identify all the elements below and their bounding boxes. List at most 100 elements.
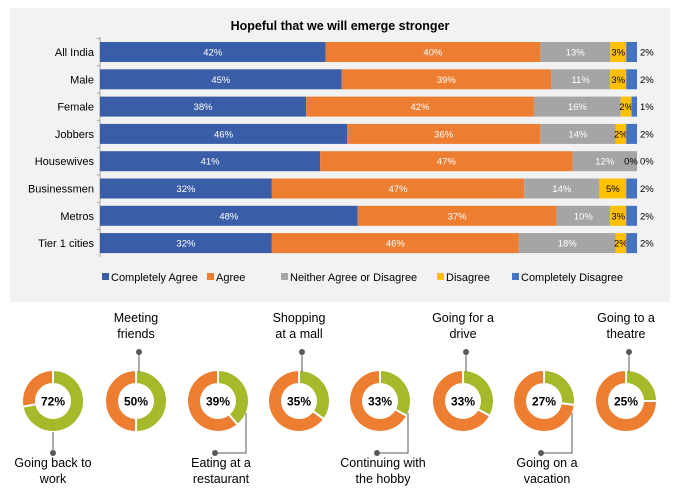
data-label: 40%	[423, 48, 443, 59]
donut-value-segment	[543, 368, 576, 407]
data-label: 37%	[448, 211, 468, 222]
data-label: 2%	[640, 184, 654, 195]
bar-segment	[357, 205, 557, 226]
legend-swatch	[102, 273, 109, 280]
bar-segment	[626, 205, 637, 226]
data-label: 32%	[176, 184, 196, 195]
bar-segment	[271, 233, 519, 254]
donut-3: 35% Shopping at a mall	[267, 311, 331, 433]
bar-segment	[626, 123, 637, 144]
donut-value-segment	[135, 368, 168, 434]
donut-value-label: 50%	[124, 395, 148, 409]
bar-segment	[341, 69, 552, 90]
data-label: 45%	[211, 75, 231, 86]
bar-segment	[615, 123, 627, 144]
bar-segment	[615, 233, 627, 254]
data-label: 3%	[611, 211, 625, 222]
leader-dot	[626, 349, 632, 355]
bar-segment	[518, 233, 616, 254]
bar-segment	[540, 42, 611, 62]
donut-6: 27% Going on a vacation	[512, 368, 578, 486]
donut-remainder-segment	[594, 368, 659, 433]
donut-category-label: Shopping at a mall	[273, 311, 326, 341]
category-label: Female	[57, 102, 94, 114]
bar-segment	[610, 205, 627, 226]
donut-value-label: 39%	[206, 395, 230, 409]
data-label: 1%	[640, 102, 654, 113]
donut-value-segment	[379, 368, 412, 418]
data-label: 38%	[194, 102, 214, 113]
data-label: 39%	[437, 75, 457, 86]
legend-swatch	[512, 273, 519, 280]
donut-category-label: Eating at a restaurant	[191, 456, 251, 486]
donut-category-label: Going for a drive	[432, 311, 494, 341]
legend-label: Completely Agree	[111, 272, 198, 284]
bar-segment	[100, 123, 348, 144]
data-label: 47%	[389, 184, 409, 195]
legend-label: Agree	[216, 272, 245, 284]
data-label: 2%	[640, 129, 654, 140]
donut-value-segment	[298, 368, 331, 421]
donut-value-segment	[462, 368, 495, 418]
bar-segment	[626, 69, 637, 90]
data-label: 0%	[624, 157, 638, 168]
data-label: 16%	[568, 102, 588, 113]
data-label: 0%	[640, 157, 654, 168]
donut-value-label: 33%	[368, 395, 392, 409]
leader-dot	[299, 349, 305, 355]
bar-segment	[626, 42, 637, 62]
bar-segment	[631, 96, 637, 117]
donut-value-label: 35%	[287, 395, 311, 409]
donut-value-label: 33%	[451, 395, 475, 409]
donut-remainder-segment	[431, 368, 492, 433]
leader-dot	[538, 450, 544, 456]
bar-segment	[610, 69, 627, 90]
donut-category-label: Going to a theatre	[597, 311, 655, 341]
data-label: 2%	[614, 239, 628, 250]
data-label: 18%	[558, 239, 578, 250]
data-label: 12%	[595, 157, 615, 168]
bar-segment	[100, 96, 307, 117]
bar-chart: All India 42% 40% 13% 3% 2% Male 45% 39% 11% 3% 2% F…	[28, 37, 654, 257]
donut-2: 39% Eating at a restaurant	[186, 368, 251, 486]
legend-label: Neither Agree or Disagree	[290, 272, 417, 284]
bar-segment	[271, 178, 525, 199]
bar-segment	[551, 69, 611, 90]
bar-segment	[599, 178, 627, 199]
donut-1: 50% Meeting friends	[104, 311, 168, 434]
data-label: 47%	[437, 157, 457, 168]
category-label: Metros	[60, 211, 94, 223]
legend-label: Disagree	[446, 272, 490, 284]
data-label: 42%	[411, 102, 431, 113]
legend-swatch	[281, 273, 288, 280]
donut-category-label: Continuing with the hobby	[340, 456, 426, 486]
bar-segment	[320, 151, 573, 172]
data-label: 2%	[640, 211, 654, 222]
bar-segment	[100, 178, 272, 199]
bar-segment	[325, 42, 541, 62]
donut-value-segment	[217, 368, 250, 427]
leader-line	[377, 413, 409, 454]
data-label: 2%	[619, 102, 633, 113]
legend-label: Completely Disagree	[521, 272, 623, 284]
data-label: 2%	[640, 75, 654, 86]
bar-segment	[100, 42, 326, 62]
leader-dot	[136, 349, 142, 355]
donut-7: 25% Going to a theatre	[594, 311, 659, 433]
donut-remainder-segment	[104, 368, 137, 434]
data-label: 2%	[640, 48, 654, 59]
donut-5: 33% Going for a drive	[431, 311, 495, 433]
data-label: 42%	[203, 48, 223, 59]
donut-category-label: Going back to work	[14, 456, 91, 486]
data-label: 2%	[640, 239, 654, 250]
data-label: 48%	[219, 211, 239, 222]
donut-remainder-segment	[186, 368, 240, 433]
leader-dot	[374, 450, 380, 456]
donut-value-label: 25%	[614, 395, 638, 409]
chart-title: Hopeful that we will emerge stronger	[231, 19, 450, 33]
data-label: 11%	[571, 75, 590, 86]
donut-0: 72% Going back to work	[14, 368, 92, 486]
leader-dot	[50, 450, 56, 456]
legend-swatch	[207, 273, 214, 280]
